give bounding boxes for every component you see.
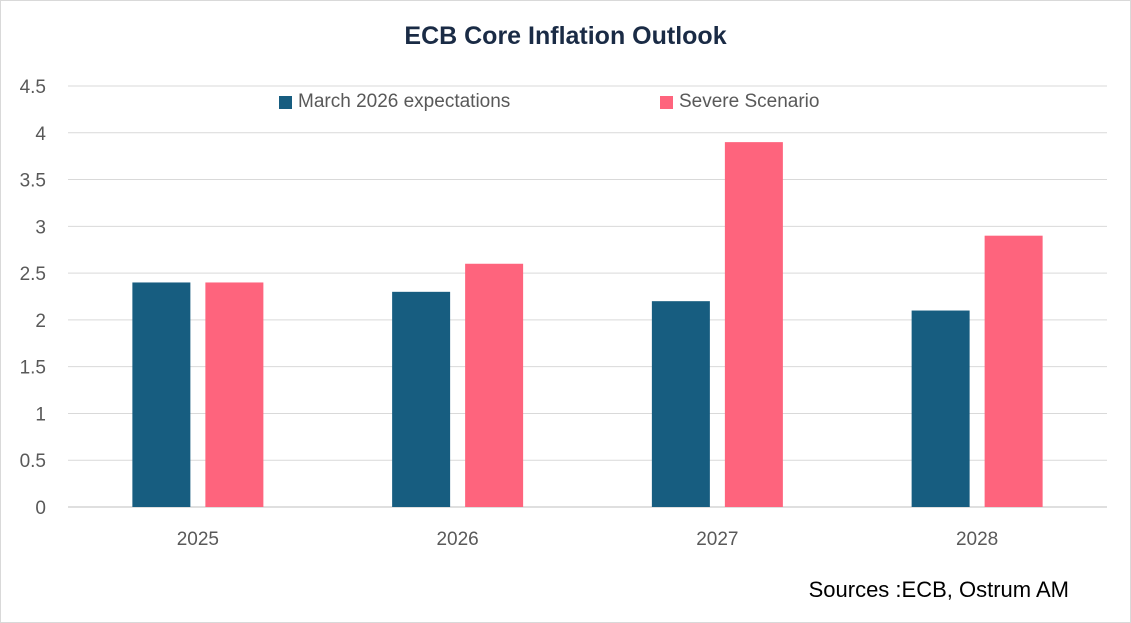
y-tick-label: 0.5: [20, 451, 46, 472]
bar-severe-scenario-2028: [984, 235, 1043, 507]
y-tick-label: 3: [35, 217, 46, 238]
y-tick-label: 1: [35, 404, 46, 425]
legend-label: Severe Scenario: [679, 91, 820, 112]
bar-severe-scenario-2027: [724, 142, 783, 507]
y-tick-label: 3.5: [20, 171, 46, 192]
chart-title: ECB Core Inflation Outlook: [404, 22, 727, 50]
x-tick-label: 2028: [956, 529, 998, 550]
bar-march-2026-2025: [132, 282, 191, 507]
source-note: Sources :ECB, Ostrum AM: [808, 577, 1069, 602]
bar-severe-scenario-2025: [205, 282, 264, 507]
x-tick-label: 2026: [436, 529, 478, 550]
legend-label: March 2026 expectations: [298, 91, 511, 112]
y-tick-label: 2: [35, 311, 46, 332]
bar-march-2026-2026: [392, 291, 451, 507]
y-tick-label: 4.5: [20, 77, 46, 98]
x-tick-label: 2025: [177, 529, 219, 550]
legend-item-march-2026: March 2026 expectations: [279, 91, 510, 113]
y-tick-label: 2.5: [20, 264, 46, 285]
y-tick-label: 1.5: [20, 358, 46, 379]
legend-swatch: [279, 95, 292, 109]
bar-march-2026-2028: [911, 310, 970, 507]
bar-march-2026-2027: [651, 301, 710, 507]
legend-swatch: [660, 95, 673, 109]
y-tick-label: 4: [35, 124, 46, 145]
y-tick-label: 0: [35, 498, 46, 519]
bar-severe-scenario-2026: [465, 263, 524, 507]
legend-item-severe-scenario: Severe Scenario: [660, 91, 819, 113]
x-tick-label: 2027: [696, 529, 738, 550]
